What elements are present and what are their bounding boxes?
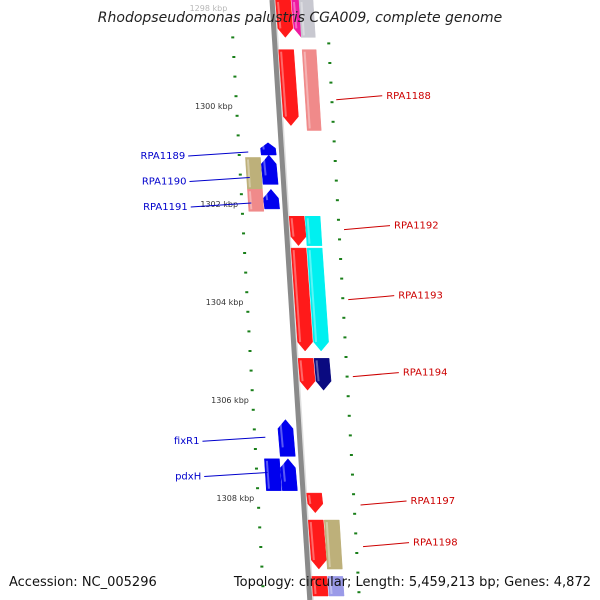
gene-label: RPA1194: [403, 368, 448, 379]
gene-feature: [288, 216, 307, 247]
gene-feature-highlight: [308, 250, 318, 343]
accession-text: Accession: NC_005296: [9, 575, 157, 590]
scale-label: 1306 kbp: [211, 396, 249, 405]
gene-feature: [311, 576, 329, 597]
gene-feature-highlight: [303, 51, 311, 129]
gene-feature-highlight: [325, 521, 331, 568]
gene-label: RPA1198: [413, 538, 458, 549]
gene-label: RPA1190: [142, 177, 187, 188]
gene-leader-line: [190, 202, 252, 208]
gene-feature-highlight: [292, 250, 302, 343]
gene-feature: [264, 458, 282, 491]
gene-feature: [313, 358, 332, 391]
gene-feature-highlight: [279, 421, 284, 448]
gene-feature: [297, 358, 316, 391]
genome-backbone: [269, 0, 314, 600]
scale-label: 1304 kbp: [206, 298, 244, 307]
gene-feature-highlight: [281, 460, 286, 482]
gene-label: RPA1189: [141, 151, 186, 162]
gene-feature-highlight: [300, 1, 305, 36]
gene-feature-highlight: [248, 191, 253, 210]
gene-feature-highlight: [264, 191, 269, 201]
scale-label: 1302 kbp: [200, 200, 238, 209]
map-title: Rhodopseudomonas palustris CGA009, compl…: [97, 10, 503, 26]
gene-feature-highlight: [313, 578, 317, 595]
gene-leader-line: [189, 177, 250, 182]
gene-label: RPA1191: [143, 202, 188, 213]
gene-leader-line: [360, 500, 407, 506]
gene-feature: [247, 189, 265, 212]
gene-feature-highlight: [290, 218, 295, 237]
gene-label: pdxH: [175, 471, 201, 482]
gene-labels: RPA1188 RPA1189 RPA1190 RPA1191 RPA1192 RPA11…: [141, 91, 458, 549]
scale-labels: 1298 kbp 1300 kbp 1302 kbp 1304 kbp 1306 kbp…: [190, 4, 255, 503]
gene-feature: [290, 247, 313, 352]
gene-leader-line: [362, 542, 410, 548]
gene-feature: [323, 519, 343, 570]
gene-feature-highlight: [309, 521, 315, 561]
gene-leader-line: [188, 151, 249, 157]
backbone-line: [269, 0, 313, 600]
gene-feature: [261, 154, 279, 185]
scale-ticks: [231, 36, 361, 594]
gene-feature-highlight: [299, 360, 304, 382]
gene-feature: [298, 0, 316, 38]
gene-feature-highlight: [280, 51, 287, 117]
gene-feature-highlight: [265, 460, 270, 489]
gene-leader-line: [202, 436, 266, 442]
gene-feature: [263, 188, 280, 210]
gene-feature-highlight: [246, 159, 251, 188]
genome-summary-text: Topology: circular; Length: 5,459,213 bp…: [233, 575, 591, 590]
gene-leader-line: [352, 372, 399, 378]
gene-label: RPA1197: [411, 496, 456, 507]
gene-feature: [301, 49, 322, 131]
gene-label: fixR1: [174, 436, 200, 447]
gene-feature-highlight: [262, 156, 267, 176]
scale-label: 1300 kbp: [195, 102, 233, 111]
gene-feature-highlight: [315, 360, 320, 382]
gene-feature-highlight: [306, 218, 311, 244]
gene-feature: [306, 492, 324, 514]
gene-feature-highlight: [308, 494, 312, 505]
gene-label: RPA1188: [386, 91, 431, 102]
gene-feature-highlight: [293, 1, 298, 29]
gene-feature-highlight: [262, 144, 265, 150]
gene-feature-highlight: [277, 1, 282, 29]
gene-feature: [327, 576, 345, 597]
gene-feature-highlight: [329, 578, 333, 595]
gene-leader-line: [336, 95, 383, 101]
gene-label: RPA1193: [398, 291, 443, 302]
gene-features: [245, 0, 345, 597]
scale-label: 1308 kbp: [217, 494, 255, 503]
gene-label: RPA1192: [394, 221, 439, 232]
gene-feature: [304, 216, 323, 246]
gene-feature: [278, 49, 299, 126]
gene-leader-line: [204, 471, 268, 477]
gene-feature: [280, 458, 298, 491]
gene-leader-line: [343, 225, 391, 231]
gene-feature: [307, 519, 327, 570]
gene-leader-line: [348, 295, 395, 301]
gene-feature: [277, 419, 296, 457]
scale-label: 1298 kbp: [190, 4, 228, 13]
gene-feature: [306, 247, 329, 352]
gene-feature: [275, 0, 294, 38]
